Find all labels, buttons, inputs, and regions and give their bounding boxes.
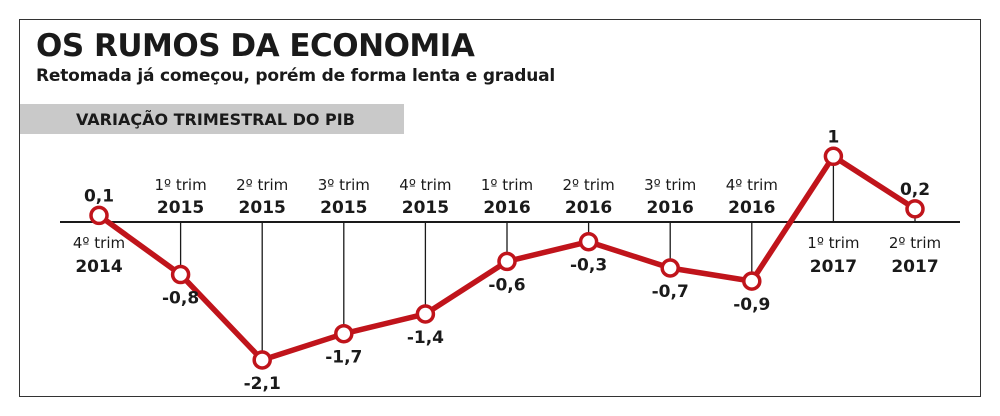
data-point (578, 231, 599, 252)
category-year-label: 2016 (728, 198, 775, 218)
data-label: -2,1 (244, 374, 281, 394)
data-label: 1 (827, 127, 839, 147)
category-quarter-label: 4º trim (726, 176, 778, 194)
data-label: -1,7 (325, 348, 362, 368)
category-year-label: 2015 (320, 198, 367, 218)
data-label: 0,2 (900, 180, 930, 200)
data-point (823, 146, 844, 167)
category-year-label: 2016 (565, 198, 612, 218)
data-label: -1,4 (407, 328, 444, 348)
category-quarter-label: 3º trim (318, 176, 370, 194)
category-year-label: 2015 (157, 198, 204, 218)
chart-band-label: VARIAÇÃO TRIMESTRAL DO PIB (76, 110, 355, 129)
category-quarter-label: 2º trim (236, 176, 288, 194)
category-year-label: 2015 (402, 198, 449, 218)
category-quarter-label: 2º trim (889, 234, 941, 252)
category-quarter-label: 1º trim (154, 176, 206, 194)
data-point (905, 199, 925, 219)
category-year-label: 2017 (810, 257, 857, 277)
data-point (660, 258, 680, 278)
category-year-label: 2014 (75, 257, 122, 277)
chart-title: OS RUMOS DA ECONOMIA (36, 28, 475, 64)
data-label: -0,3 (570, 256, 607, 276)
data-point (170, 264, 191, 285)
data-point (415, 304, 436, 324)
category-year-label: 2016 (647, 198, 694, 218)
data-point (742, 271, 762, 291)
category-year-label: 2015 (239, 198, 286, 218)
data-label: -0,8 (162, 289, 199, 309)
data-label: -0,6 (488, 275, 525, 295)
chart-frame (19, 19, 981, 397)
data-point (89, 205, 109, 226)
category-quarter-label: 1º trim (807, 234, 859, 252)
data-label: -0,9 (733, 295, 770, 315)
data-point (334, 323, 354, 344)
category-quarter-label: 4º trim (73, 234, 125, 252)
category-quarter-label: 3º trim (644, 176, 696, 194)
category-year-label: 2016 (483, 198, 530, 218)
data-label: 0,1 (84, 186, 114, 206)
chart-subtitle: Retomada já começou, porém de forma lent… (36, 66, 556, 86)
data-point (252, 350, 272, 370)
category-quarter-label: 1º trim (481, 176, 533, 194)
data-label: -0,7 (652, 282, 689, 302)
category-year-label: 2017 (891, 257, 938, 277)
title-band (20, 104, 404, 134)
data-point (497, 251, 517, 272)
category-quarter-label: 4º trim (399, 176, 451, 194)
category-quarter-label: 2º trim (562, 176, 614, 194)
